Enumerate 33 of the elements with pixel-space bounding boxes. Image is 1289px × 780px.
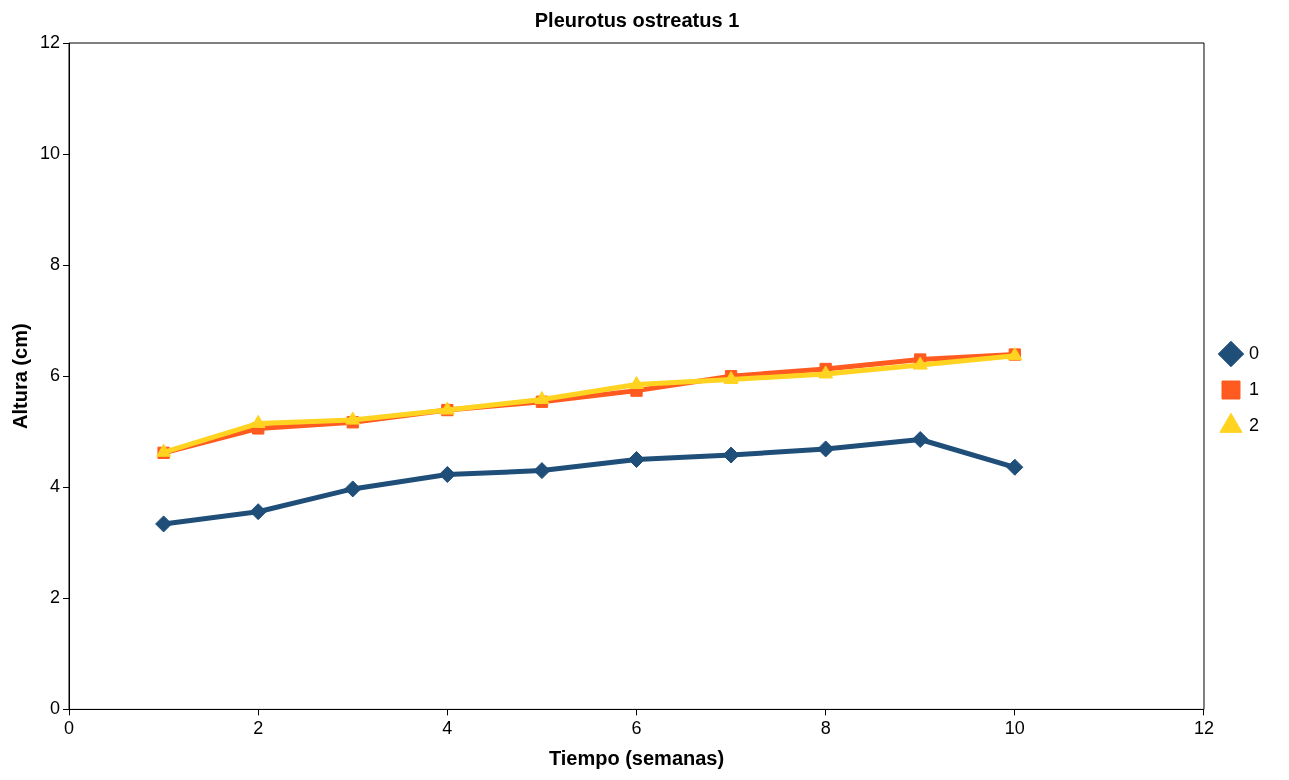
point bbox=[344, 480, 362, 498]
y-tick-label: 10 bbox=[39, 143, 61, 164]
point bbox=[438, 465, 456, 483]
y-tick-label: 0 bbox=[50, 698, 61, 719]
y-tick-label: 6 bbox=[50, 365, 61, 386]
x-tick-label: 0 bbox=[64, 718, 75, 739]
point bbox=[534, 391, 550, 405]
point bbox=[345, 411, 361, 425]
y-axis-title: Altura (cm) bbox=[8, 323, 31, 429]
x-axis-title: Tiempo (semanas) bbox=[548, 746, 725, 769]
y-tick-label: 12 bbox=[39, 31, 61, 52]
x-tick-label: 10 bbox=[1004, 718, 1025, 739]
legend-label: 1 bbox=[1248, 378, 1259, 399]
y-tick-label: 2 bbox=[50, 587, 61, 608]
x-tick-label: 6 bbox=[631, 718, 642, 739]
point bbox=[629, 376, 644, 390]
legend-label: 0 bbox=[1248, 342, 1259, 363]
point bbox=[912, 356, 928, 370]
chart-title: Pleurotus ostreatus 1 bbox=[534, 8, 740, 31]
legend-label: 2 bbox=[1248, 414, 1259, 435]
point bbox=[155, 515, 173, 533]
point bbox=[250, 414, 266, 428]
x-tick-label: 8 bbox=[820, 718, 831, 739]
point bbox=[249, 503, 267, 521]
point bbox=[1006, 458, 1024, 476]
x-tick-label: 12 bbox=[1193, 718, 1214, 739]
point bbox=[817, 440, 835, 458]
y-tick-label: 8 bbox=[50, 254, 61, 275]
x-tick-label: 2 bbox=[253, 718, 264, 739]
point bbox=[533, 462, 551, 480]
x-tick-label: 4 bbox=[442, 718, 453, 739]
point bbox=[911, 431, 929, 449]
y-tick-label: 4 bbox=[50, 476, 61, 497]
